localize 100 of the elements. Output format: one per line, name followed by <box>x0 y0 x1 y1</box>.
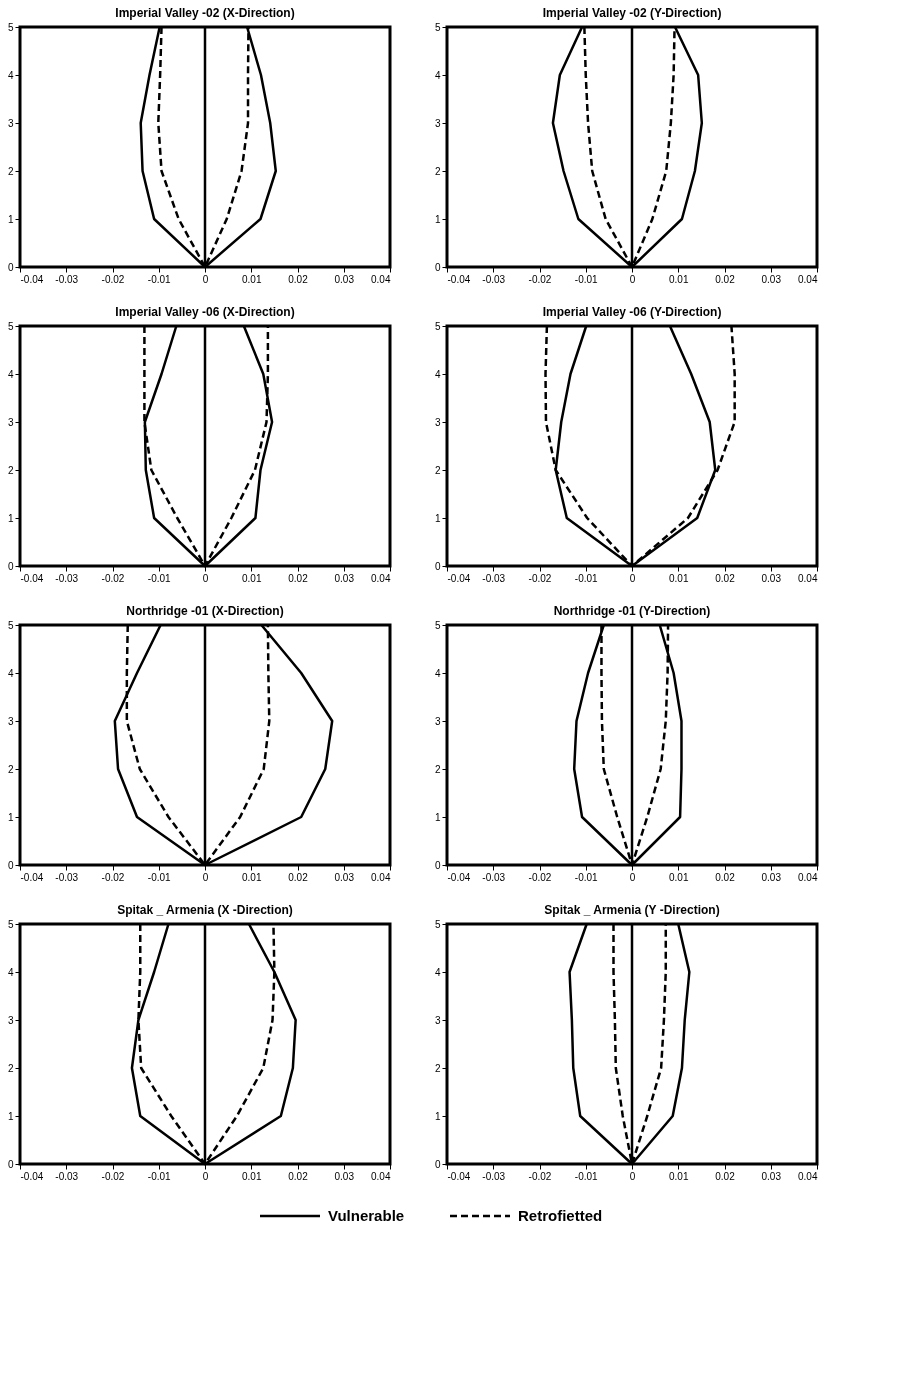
x-tick-label: -0.02 <box>528 871 552 883</box>
y-tick-label: 2 <box>434 1062 441 1074</box>
x-tick-label: 0.02 <box>715 273 736 285</box>
y-tick-label: 5 <box>7 21 14 33</box>
x-tick-label: -0.02 <box>101 1170 125 1182</box>
y-tick-label: 4 <box>7 368 14 380</box>
chart-title: Imperial Valley -06 (X-Direction) <box>115 305 295 319</box>
x-tick-label: -0.03 <box>55 273 79 285</box>
y-tick-label: 0 <box>434 859 441 871</box>
y-tick-label: 3 <box>434 1014 441 1026</box>
x-tick-label: -0.01 <box>574 871 599 883</box>
x-tick-label: -0.01 <box>147 572 172 584</box>
y-tick-label: 5 <box>7 619 14 631</box>
y-tick-label: 3 <box>7 117 14 129</box>
chart-title: Northridge -01 (X-Direction) <box>126 604 284 618</box>
chart-title: Imperial Valley -02 (Y-Direction) <box>542 6 722 20</box>
x-tick-label: -0.03 <box>55 1170 79 1182</box>
y-tick-label: 3 <box>7 1014 14 1026</box>
x-tick-label: 0.02 <box>288 1170 309 1182</box>
x-tick-label: -0.03 <box>55 572 79 584</box>
x-tick-label: 0.04 <box>798 1170 818 1182</box>
x-tick-label: -0.04 <box>447 871 471 883</box>
chart-title: Spitak _ Armenia (X -Direction) <box>117 903 293 917</box>
x-tick-label: 0.03 <box>334 871 355 883</box>
x-tick-label: 0.04 <box>798 572 818 584</box>
y-tick-label: 4 <box>434 69 441 81</box>
y-tick-label: 1 <box>434 512 441 524</box>
x-tick-label: 0.04 <box>371 1170 391 1182</box>
y-tick-label: 0 <box>434 261 441 273</box>
x-tick-label: -0.01 <box>574 1170 599 1182</box>
x-tick-label: -0.04 <box>447 572 471 584</box>
y-tick-label: 5 <box>7 320 14 332</box>
x-tick-label: -0.02 <box>528 572 552 584</box>
x-tick-label: -0.02 <box>101 273 125 285</box>
y-tick-label: 5 <box>434 320 441 332</box>
x-tick-label: 0.03 <box>334 1170 355 1182</box>
x-tick-label: -0.02 <box>528 1170 552 1182</box>
y-tick-label: 1 <box>434 811 441 823</box>
y-tick-label: 1 <box>7 811 14 823</box>
x-tick-label: 0.02 <box>715 1170 736 1182</box>
x-tick-label: 0.02 <box>288 871 309 883</box>
x-tick-label: 0.01 <box>669 273 689 285</box>
y-tick-label: 2 <box>434 165 441 177</box>
legend-label: Retrofietted <box>518 1207 603 1224</box>
x-tick-label: 0.01 <box>242 572 262 584</box>
x-tick-label: 0.01 <box>669 871 689 883</box>
x-tick-label: 0 <box>202 1170 209 1182</box>
y-tick-label: 3 <box>434 715 441 727</box>
y-tick-label: 2 <box>7 763 14 775</box>
y-tick-label: 1 <box>7 512 14 524</box>
y-tick-label: 3 <box>434 117 441 129</box>
x-tick-label: 0.03 <box>334 572 355 584</box>
y-tick-label: 2 <box>434 464 441 476</box>
x-tick-label: 0.02 <box>715 572 736 584</box>
x-tick-label: 0.04 <box>371 572 391 584</box>
x-tick-label: -0.03 <box>482 1170 506 1182</box>
y-tick-label: 1 <box>7 1110 14 1122</box>
y-tick-label: 5 <box>434 21 441 33</box>
x-tick-label: 0.02 <box>715 871 736 883</box>
y-tick-label: 0 <box>434 1158 441 1170</box>
x-tick-label: 0.04 <box>798 871 818 883</box>
y-tick-label: 2 <box>7 165 14 177</box>
y-tick-label: 0 <box>7 261 14 273</box>
x-tick-label: -0.03 <box>482 273 506 285</box>
x-tick-label: -0.01 <box>574 572 599 584</box>
x-tick-label: 0 <box>202 273 209 285</box>
x-tick-label: 0 <box>202 871 209 883</box>
y-tick-label: 3 <box>434 416 441 428</box>
y-tick-label: 4 <box>434 368 441 380</box>
x-tick-label: 0.01 <box>669 1170 689 1182</box>
x-tick-label: -0.02 <box>528 273 552 285</box>
x-tick-label: 0 <box>629 1170 636 1182</box>
y-tick-label: 5 <box>7 918 14 930</box>
x-tick-label: 0.01 <box>242 1170 262 1182</box>
x-tick-label: 0 <box>629 871 636 883</box>
x-tick-label: 0.03 <box>761 273 782 285</box>
y-tick-label: 3 <box>7 715 14 727</box>
x-tick-label: -0.04 <box>20 871 44 883</box>
y-tick-label: 0 <box>434 560 441 572</box>
x-tick-label: 0.03 <box>761 1170 782 1182</box>
chart-title: Northridge -01 (Y-Direction) <box>553 604 711 618</box>
x-tick-label: 0.04 <box>798 273 818 285</box>
y-tick-label: 1 <box>434 213 441 225</box>
x-tick-label: -0.04 <box>20 1170 44 1182</box>
y-tick-label: 0 <box>7 859 14 871</box>
y-tick-label: 2 <box>434 763 441 775</box>
x-tick-label: 0.01 <box>242 871 262 883</box>
x-tick-label: -0.03 <box>55 871 79 883</box>
x-tick-label: 0.03 <box>334 273 355 285</box>
y-tick-label: 2 <box>7 464 14 476</box>
x-tick-label: 0.03 <box>761 572 782 584</box>
x-tick-label: -0.03 <box>482 871 506 883</box>
y-tick-label: 5 <box>434 918 441 930</box>
x-tick-label: 0 <box>202 572 209 584</box>
y-tick-label: 2 <box>7 1062 14 1074</box>
x-tick-label: 0 <box>629 273 636 285</box>
y-tick-label: 1 <box>434 1110 441 1122</box>
y-tick-label: 0 <box>7 560 14 572</box>
x-tick-label: -0.04 <box>20 273 44 285</box>
y-tick-label: 5 <box>434 619 441 631</box>
